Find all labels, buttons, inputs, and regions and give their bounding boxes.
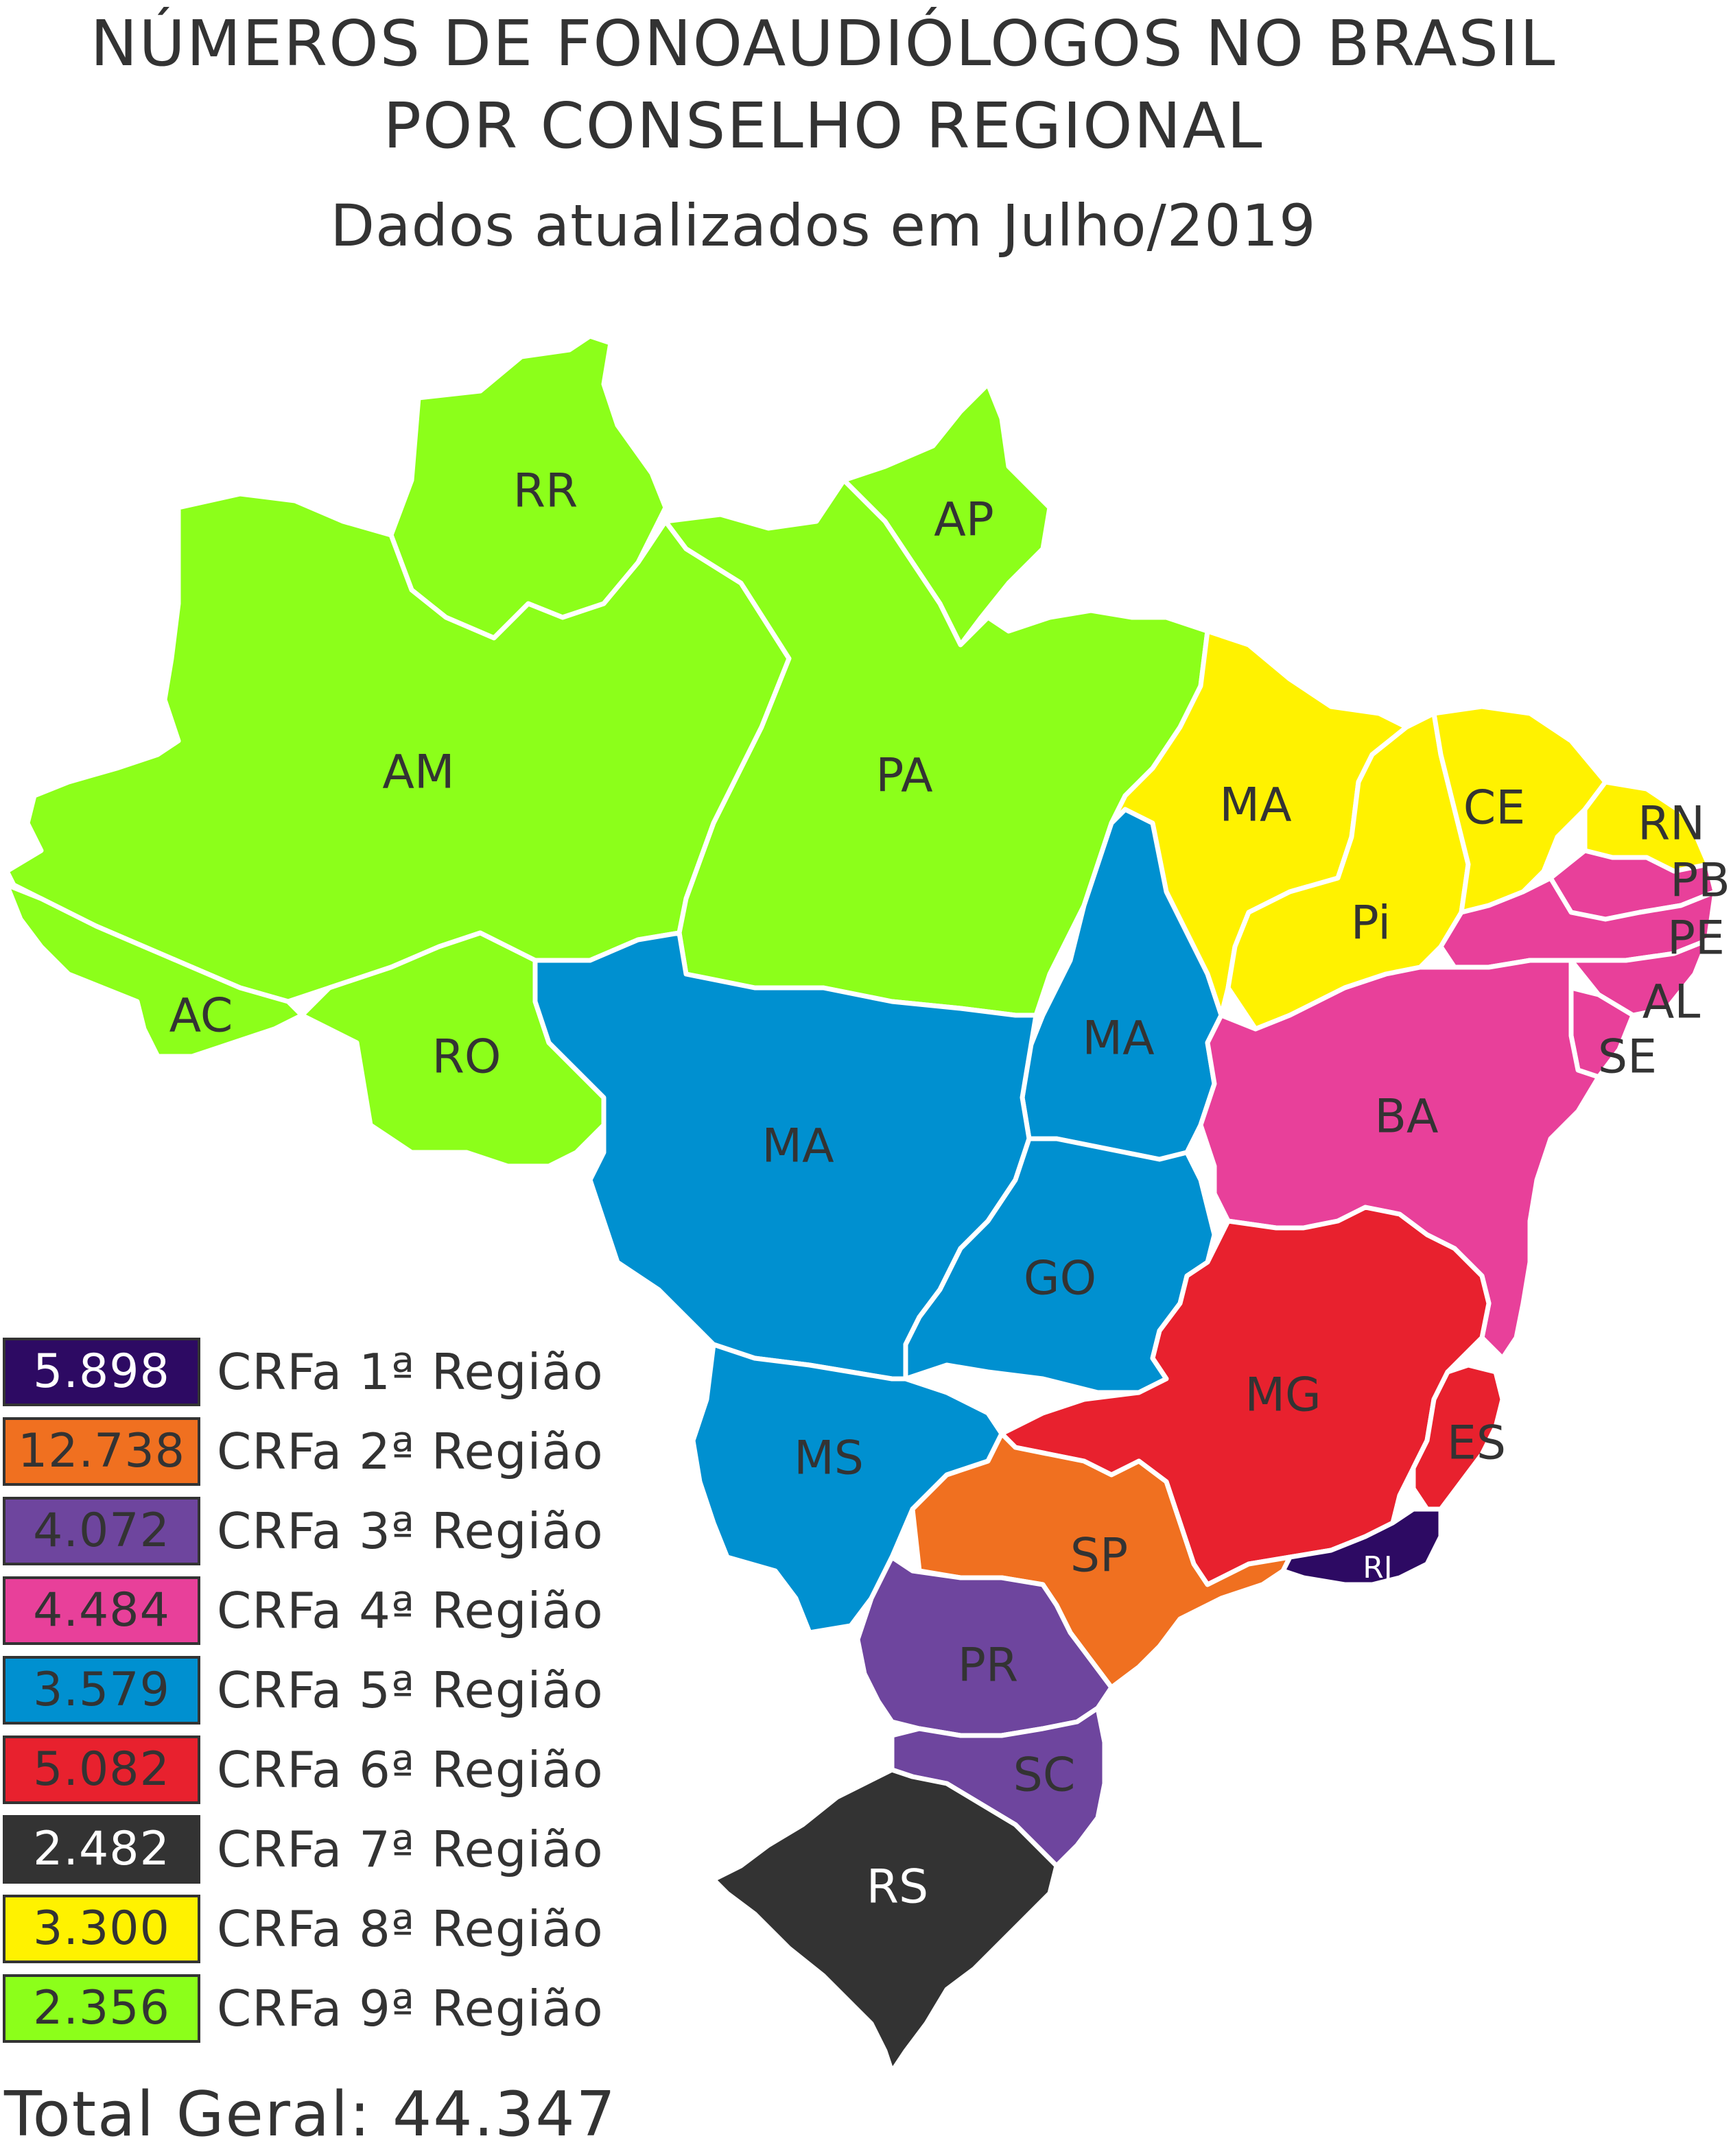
- legend-row: 2.356 CRFa 9ª Região: [3, 1974, 620, 2054]
- label-to: MA: [1082, 1012, 1154, 1066]
- legend-row: 4.072 CRFa 3ª Região: [3, 1497, 620, 1576]
- legend-row: 2.482 CRFa 7ª Região: [3, 1815, 620, 1895]
- label-pi: Pi: [1351, 897, 1391, 951]
- legend-value: 3.579: [3, 1656, 200, 1725]
- legend-label: CRFa 3ª Região: [217, 1502, 604, 1560]
- legend-value: 5.082: [3, 1736, 200, 1804]
- label-pr: PR: [958, 1639, 1018, 1693]
- legend-value: 3.300: [3, 1895, 200, 1963]
- legend-value: 4.484: [3, 1576, 200, 1645]
- label-ba: BA: [1374, 1090, 1438, 1144]
- label-ce: CE: [1463, 781, 1525, 836]
- label-ro: RO: [432, 1030, 502, 1085]
- legend-value: 2.482: [3, 1815, 200, 1884]
- state-ac: [4, 882, 305, 1059]
- label-sp: SP: [1070, 1529, 1128, 1583]
- state-ro: [299, 930, 607, 1169]
- legend-label: CRFa 8ª Região: [217, 1900, 604, 1958]
- legend-value: 2.356: [3, 1974, 200, 2043]
- label-rn: RN: [1638, 797, 1705, 851]
- legend-row: 12.738 CRFa 2ª Região: [3, 1417, 620, 1497]
- legend-row: 4.484 CRFa 4ª Região: [3, 1576, 620, 1656]
- state-ce: [1431, 704, 1608, 915]
- label-pe: PE: [1667, 912, 1725, 966]
- label-mt: MA: [762, 1120, 834, 1174]
- label-go: GO: [1024, 1252, 1096, 1306]
- label-al: AL: [1642, 975, 1701, 1030]
- state-rs: [711, 1767, 1059, 2074]
- label-es: ES: [1447, 1417, 1506, 1471]
- legend: 5.898 CRFa 1ª Região 12.738 CRFa 2ª Região 4…: [3, 1338, 620, 2054]
- legend-label: CRFa 1ª Região: [217, 1343, 604, 1401]
- legend-value: 5.898: [3, 1338, 200, 1406]
- page-title-line-1: NÚMEROS DE FONOAUDIÓLOGOS NO BRASIL: [90, 7, 1557, 80]
- page-title-line-2: POR CONSELHO REGIONAL: [383, 89, 1264, 163]
- state-ma-north: [1109, 628, 1409, 1018]
- legend-row: 5.082 CRFa 6ª Região: [3, 1736, 620, 1815]
- legend-value: 4.072: [3, 1497, 200, 1565]
- label-se: SE: [1598, 1030, 1657, 1085]
- page-subtitle: Dados atualizados em Julho/2019: [330, 192, 1317, 259]
- legend-label: CRFa 7ª Região: [217, 1821, 604, 1878]
- label-ap: AP: [934, 493, 994, 547]
- legend-row: 5.898 CRFa 1ª Região: [3, 1338, 620, 1417]
- label-mg: MG: [1245, 1369, 1321, 1423]
- label-ac: AC: [169, 989, 233, 1043]
- legend-label: CRFa 2ª Região: [217, 1423, 604, 1480]
- label-rj: RJ: [1363, 1550, 1393, 1585]
- label-sc: SC: [1013, 1749, 1076, 1803]
- label-rr: RR: [513, 464, 578, 519]
- label-ma-north: MA: [1219, 779, 1291, 833]
- legend-value: 12.738: [3, 1417, 200, 1486]
- legend-label: CRFa 4ª Região: [217, 1582, 604, 1639]
- label-pa: PA: [875, 749, 932, 803]
- state-rj: [1280, 1506, 1444, 1587]
- total-count: Total Geral: 44.347: [4, 2078, 617, 2151]
- label-am: AM: [382, 746, 454, 800]
- label-pb: PB: [1670, 854, 1730, 908]
- label-ms: MS: [794, 1432, 864, 1486]
- legend-row: 3.579 CRFa 5ª Região: [3, 1656, 620, 1736]
- state-es: [1411, 1362, 1505, 1512]
- legend-label: CRFa 9ª Região: [217, 1980, 604, 2037]
- legend-label: CRFa 6ª Região: [217, 1741, 604, 1799]
- label-rs: RS: [867, 1860, 928, 1915]
- brazil-map: RR AP AM PA AC RO MA CE RN PB PE AL SE P…: [4, 333, 1730, 2074]
- legend-row: 3.300 CRFa 8ª Região: [3, 1895, 620, 1974]
- state-ms: [690, 1342, 1004, 1635]
- legend-label: CRFa 5ª Região: [217, 1661, 604, 1719]
